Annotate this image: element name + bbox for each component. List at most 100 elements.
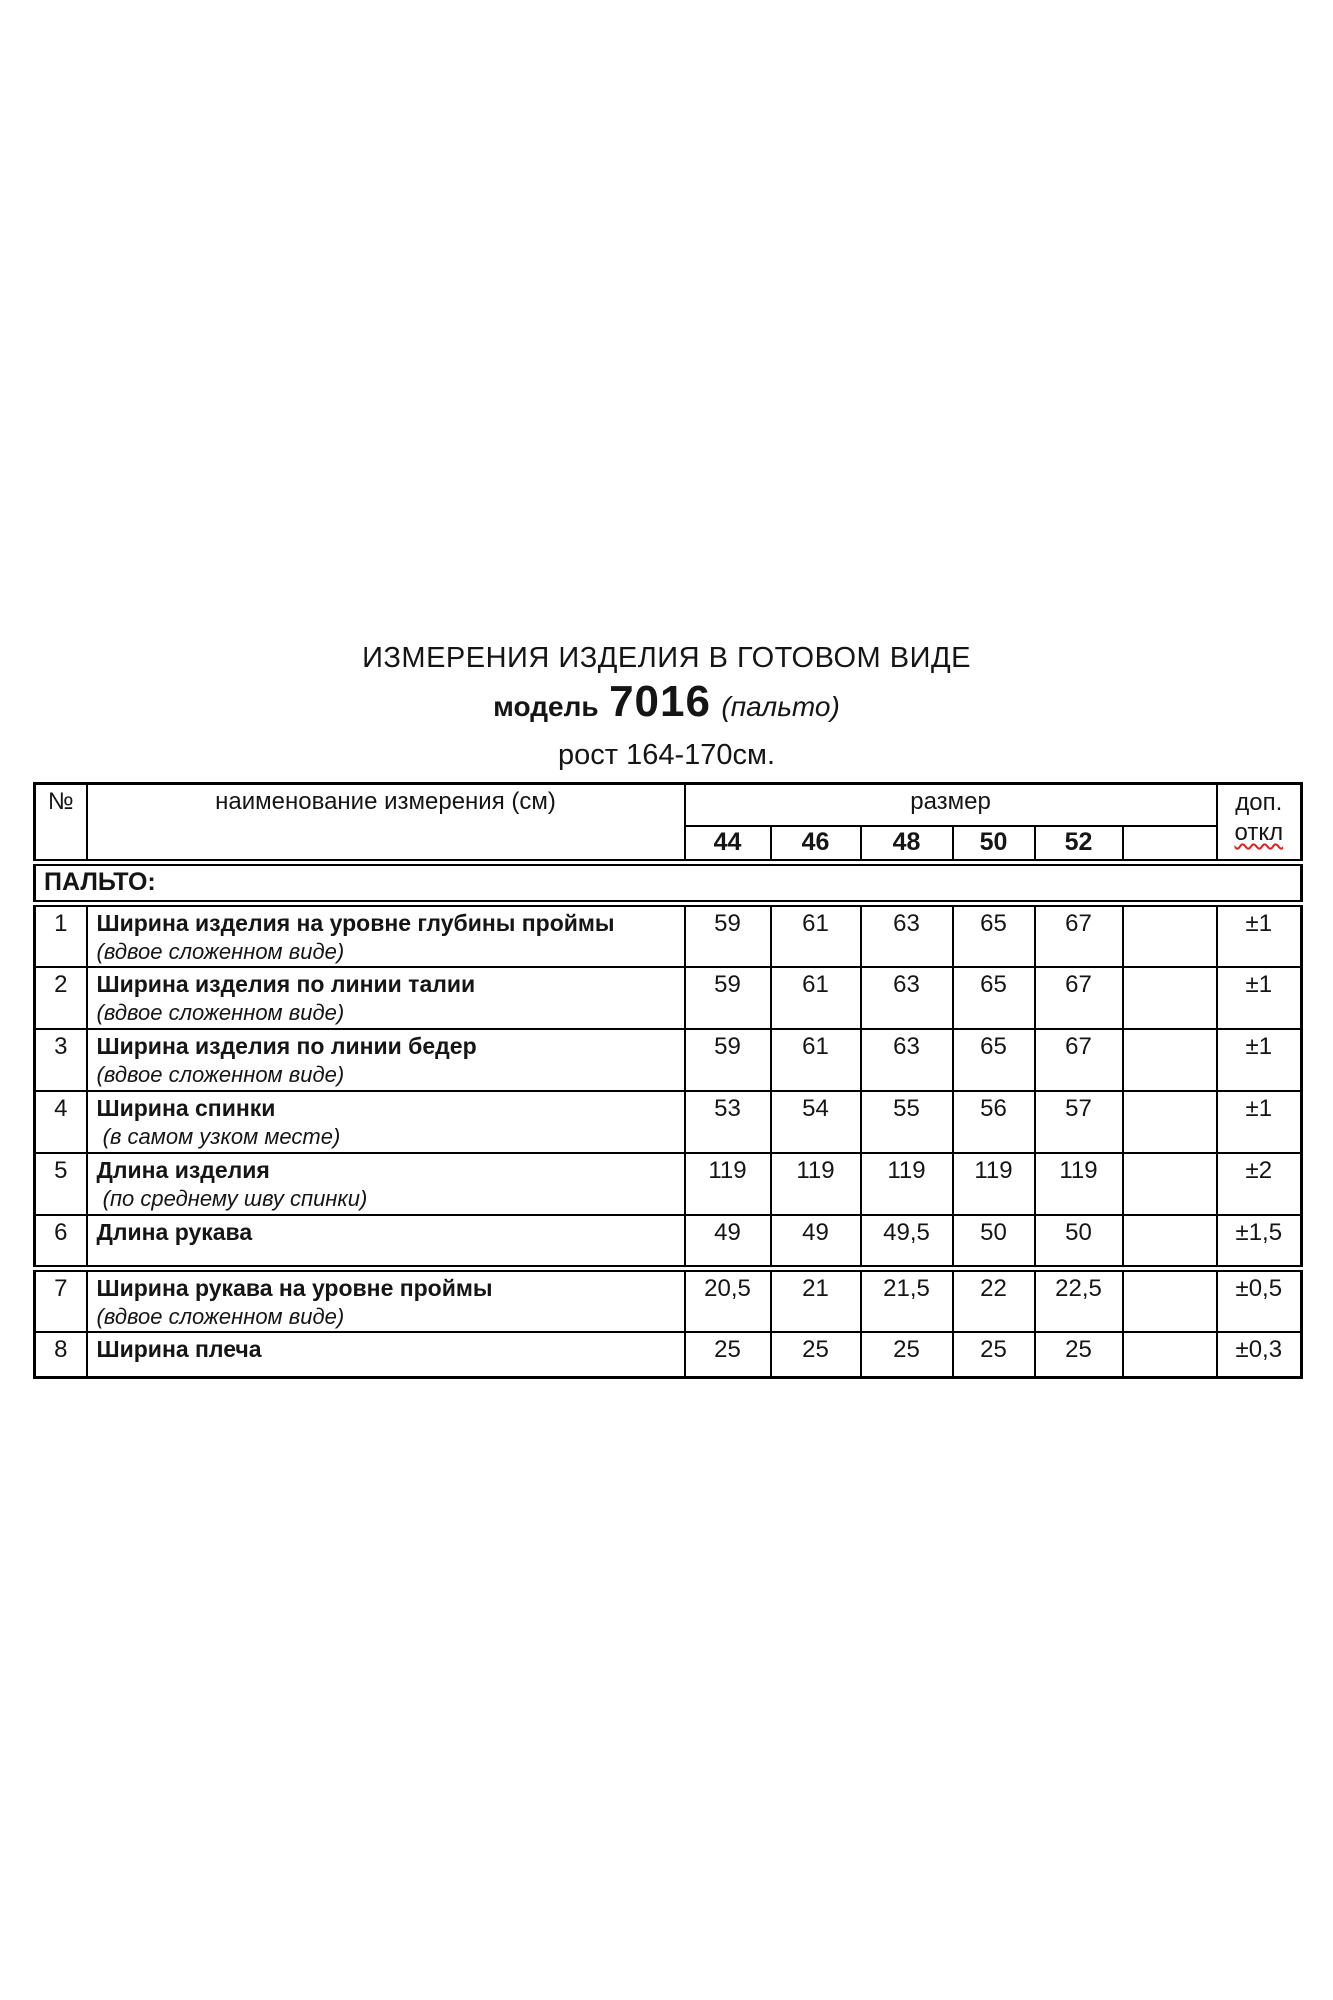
value-cell: 67	[1033, 966, 1124, 1030]
tolerance-label-line2: откл	[1219, 818, 1300, 848]
col-header-number: №	[33, 782, 88, 864]
measurement-name-cell: Ширина спинки (в самом узком месте)	[85, 1090, 686, 1154]
measurement-note: (вдвое сложенном виде)	[96, 1062, 345, 1087]
value-cell: 20,5	[683, 1264, 772, 1333]
value-cell: 57	[1033, 1090, 1124, 1154]
tolerance-cell: ±1	[1215, 966, 1303, 1030]
col-header-measurement-name: наименование измерения (см)	[85, 782, 686, 864]
value-cell: 22	[951, 1264, 1036, 1333]
value-cell: 25	[769, 1330, 862, 1379]
measurement-note: (вдвое сложенном виде)	[96, 939, 345, 964]
measurement-name: Ширина плеча	[96, 1335, 262, 1362]
value-cell: 61	[769, 966, 862, 1030]
table-row: 1 Ширина изделия на уровне глубины пройм…	[33, 902, 1303, 968]
measurement-name: Ширина спинки	[96, 1095, 276, 1121]
measurement-name-cell: Ширина плеча	[85, 1330, 686, 1379]
value-cell-empty	[1121, 902, 1218, 968]
value-cell: 67	[1033, 902, 1124, 968]
size-column-header: 50	[951, 825, 1036, 864]
size-column-header: 44	[683, 825, 772, 864]
value-cell: 119	[683, 1152, 772, 1216]
measurement-name-cell: Ширина изделия по линии бедер (вдвое сло…	[85, 1028, 686, 1092]
tolerance-cell: ±1,5	[1215, 1214, 1303, 1269]
spellcheck-underline: откл	[1234, 819, 1284, 846]
section-title: ПАЛЬТО:	[33, 859, 1303, 907]
row-number: 7	[33, 1264, 88, 1333]
table-header-row-2: 44 46 48 50 52	[35, 825, 1302, 864]
row-number: 4	[33, 1090, 88, 1154]
value-cell: 56	[951, 1090, 1036, 1154]
measurement-name-cell: Длина изделия (по среднему шву спинки)	[85, 1152, 686, 1216]
measurement-name: Длина рукава	[96, 1219, 253, 1245]
value-cell: 49	[683, 1214, 772, 1269]
col-header-size-group: размер	[683, 782, 1218, 827]
value-cell: 65	[951, 966, 1036, 1030]
measurement-note: (вдвое сложенном виде)	[96, 1303, 345, 1329]
value-cell: 61	[769, 1028, 862, 1092]
table-row: 8 Ширина плеча 25 25 25 25 25 ±0,3	[33, 1330, 1303, 1379]
measurement-note: (в самом узком месте)	[96, 1124, 341, 1149]
table-row: 5 Длина изделия (по среднему шву спинки)…	[33, 1152, 1303, 1216]
table-row: 2 Ширина изделия по линии талии (вдвое с…	[33, 966, 1303, 1030]
row-number: 5	[33, 1152, 88, 1216]
value-cell: 61	[769, 902, 862, 968]
value-cell: 21,5	[859, 1264, 954, 1333]
tolerance-cell: ±1	[1215, 1028, 1303, 1092]
size-column-header: 52	[1033, 825, 1124, 864]
model-line: модель 7016 (пальто)	[0, 676, 1333, 738]
tolerance-cell: ±0,3	[1215, 1330, 1303, 1379]
row-number: 8	[33, 1330, 88, 1379]
measurement-name-cell: Ширина изделия по линии талии (вдвое сло…	[85, 966, 686, 1030]
measurement-name-cell: Ширина изделия на уровне глубины проймы …	[85, 902, 686, 968]
tolerance-cell: ±1	[1215, 1090, 1303, 1154]
value-cell: 63	[859, 902, 954, 968]
document-header: ИЗМЕРЕНИЯ ИЗДЕЛИЯ В ГОТОВОМ ВИДЕ модель …	[0, 642, 1333, 772]
measurement-name: Ширина изделия по линии талии	[96, 971, 476, 997]
tolerance-cell: ±0,5	[1215, 1264, 1303, 1333]
row-number: 1	[33, 902, 88, 968]
value-cell-empty	[1121, 1264, 1218, 1333]
value-cell: 65	[951, 1028, 1036, 1092]
model-label: модель	[493, 691, 599, 722]
table-row: 6 Длина рукава 49 49 49,5 50 50 ±1,5	[33, 1214, 1303, 1269]
value-cell: 59	[683, 966, 772, 1030]
value-cell: 59	[683, 1028, 772, 1092]
value-cell-empty	[1121, 1090, 1218, 1154]
size-column-header: 48	[859, 825, 954, 864]
value-cell: 59	[683, 902, 772, 968]
value-cell: 54	[769, 1090, 862, 1154]
value-cell: 25	[683, 1330, 772, 1379]
row-number: 2	[33, 966, 88, 1030]
value-cell-empty	[1121, 1214, 1218, 1269]
measurement-note: (вдвое сложенном виде)	[96, 1000, 345, 1025]
value-cell: 49	[769, 1214, 862, 1269]
value-cell: 25	[951, 1330, 1036, 1379]
value-cell: 50	[1033, 1214, 1124, 1269]
measurement-name: Ширина изделия по линии бедер	[96, 1033, 477, 1059]
value-cell: 53	[683, 1090, 772, 1154]
value-cell: 67	[1033, 1028, 1124, 1092]
value-cell: 21	[769, 1264, 862, 1333]
value-cell: 50	[951, 1214, 1036, 1269]
size-column-header-empty	[1121, 825, 1218, 864]
model-type: (пальто)	[721, 691, 840, 722]
value-cell-empty	[1121, 1028, 1218, 1092]
value-cell: 49,5	[859, 1214, 954, 1269]
col-header-tolerance: доп. откл	[1215, 782, 1303, 864]
row-number: 6	[33, 1214, 88, 1269]
value-cell: 63	[859, 1028, 954, 1092]
value-cell: 119	[1033, 1152, 1124, 1216]
measurement-note: (по среднему шву спинки)	[96, 1186, 368, 1211]
measurement-name: Ширина рукава на уровне проймы	[96, 1274, 493, 1301]
measurement-name-cell: Длина рукава	[85, 1214, 686, 1269]
tolerance-cell: ±1	[1215, 902, 1303, 968]
measurement-name-cell: Ширина рукава на уровне проймы (вдвое сл…	[85, 1264, 686, 1333]
table-row: 3 Ширина изделия по линии бедер (вдвое с…	[33, 1028, 1303, 1092]
value-cell-empty	[1121, 966, 1218, 1030]
value-cell: 119	[859, 1152, 954, 1216]
measurement-name: Длина изделия	[96, 1157, 270, 1183]
section-row: ПАЛЬТО:	[33, 859, 1303, 907]
value-cell: 22,5	[1033, 1264, 1124, 1333]
value-cell: 25	[1033, 1330, 1124, 1379]
